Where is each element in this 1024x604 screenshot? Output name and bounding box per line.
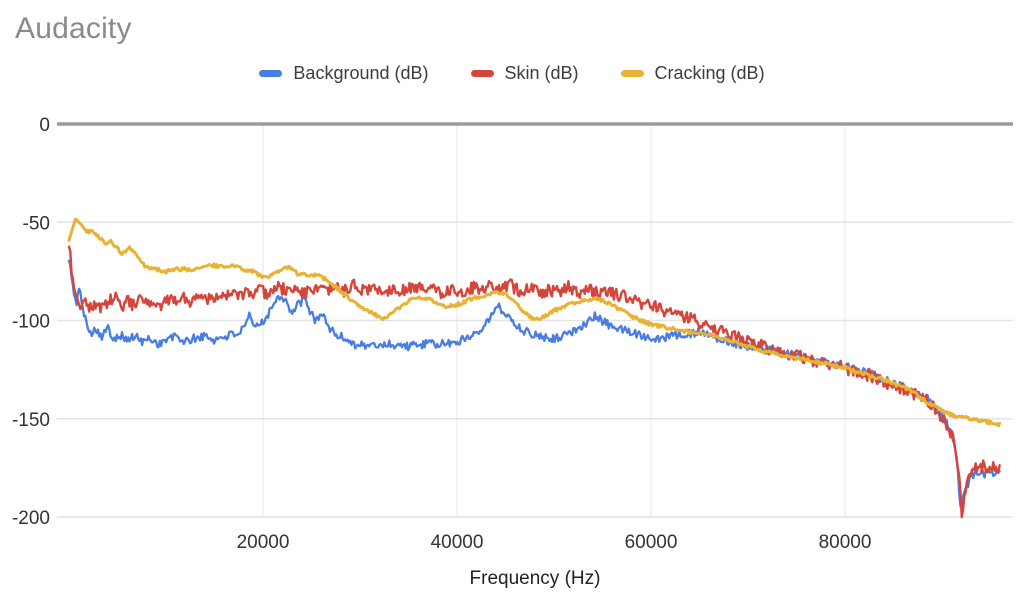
x-axis-title: Frequency (Hz) [469,568,601,589]
legend-item-skin: Skin (dB) [470,63,579,84]
y-tick-label: -150 [12,410,50,431]
legend-label-cracking: Cracking (dB) [654,63,765,83]
x-tick-label: 80000 [819,532,872,553]
series-line-cracking-db [67,217,1002,428]
legend-label-background: Background (dB) [293,63,429,83]
x-tick-label: 60000 [625,532,678,553]
legend-item-cracking: Cracking (dB) [620,63,765,84]
legend-label-skin: Skin (dB) [504,63,579,83]
legend-swatch-cracking-icon [620,70,644,77]
series-line-skin-db [67,245,1001,519]
legend-item-background: Background (dB) [259,63,429,84]
legend-swatch-background-icon [259,70,283,77]
legend: Background (dB) Skin (dB) Cracking (dB) [0,63,1024,84]
y-tick-label: -200 [12,508,50,529]
chart-title: Audacity [15,12,132,45]
y-tick-label: 0 [39,115,50,136]
x-tick-label: 20000 [237,532,290,553]
y-tick-label: -100 [12,312,50,333]
y-tick-label: -50 [23,213,50,234]
x-tick-label: 40000 [431,532,484,553]
legend-swatch-skin-icon [470,70,494,77]
